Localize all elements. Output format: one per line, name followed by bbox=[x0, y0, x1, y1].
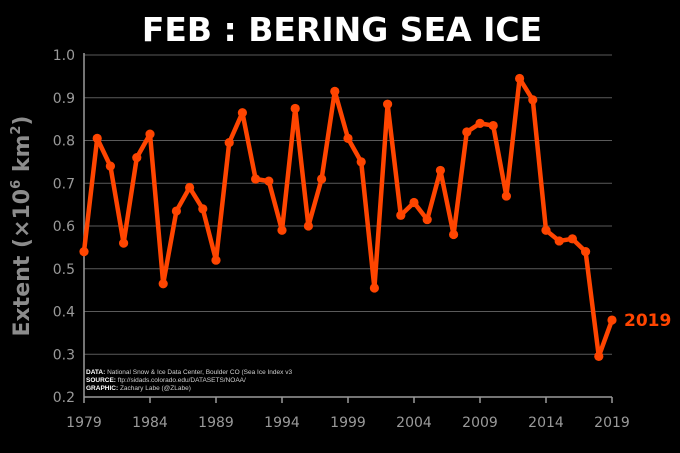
x-tick-label: 1979 bbox=[66, 415, 102, 431]
data-point bbox=[105, 161, 115, 171]
data-point bbox=[211, 255, 221, 265]
data-point bbox=[462, 127, 472, 137]
credit-data-key: DATA: bbox=[86, 369, 105, 376]
data-point bbox=[515, 73, 525, 84]
credit-source-text: ftp://sidads.colorado.edu/DATASETS/NOAA/ bbox=[118, 377, 246, 384]
x-tick-label: 1984 bbox=[132, 415, 168, 431]
y-axis-label-unit: km bbox=[10, 135, 35, 180]
data-point bbox=[290, 103, 300, 114]
annotation-2019: 2019 bbox=[624, 311, 671, 331]
data-point bbox=[369, 283, 379, 293]
data-point bbox=[317, 174, 327, 184]
data-point bbox=[435, 165, 445, 176]
data-point bbox=[607, 315, 617, 325]
y-tick-label: 0.7 bbox=[53, 176, 75, 192]
data-point bbox=[567, 234, 578, 244]
y-tick-label: 0.8 bbox=[53, 134, 75, 150]
data-point bbox=[185, 182, 195, 193]
data-point bbox=[594, 351, 604, 361]
data-point bbox=[277, 225, 287, 235]
data-point bbox=[581, 247, 591, 257]
y-axis-label-exponent: 6 bbox=[9, 180, 24, 189]
x-tick-label: 1999 bbox=[330, 415, 366, 431]
data-point bbox=[171, 206, 181, 216]
data-point bbox=[528, 95, 538, 105]
y-axis-label: Extent (×106 km2) bbox=[9, 116, 35, 337]
chart-title: FEB : BERING SEA ICE bbox=[142, 10, 542, 49]
data-point bbox=[422, 214, 432, 225]
y-tick-label: 0.6 bbox=[53, 219, 75, 235]
data-point bbox=[237, 108, 247, 118]
data-point bbox=[449, 229, 459, 240]
data-point bbox=[554, 236, 564, 246]
x-tick-label: 1989 bbox=[198, 415, 234, 431]
data-point bbox=[158, 279, 168, 289]
credit-source: SOURCE: ftp://sidads.colorado.edu/DATASE… bbox=[86, 377, 246, 384]
data-point bbox=[488, 120, 498, 131]
y-axis-label-close: ) bbox=[10, 116, 35, 126]
data-point bbox=[92, 133, 102, 143]
credit-source-key: SOURCE: bbox=[86, 377, 116, 384]
data-point bbox=[343, 133, 353, 143]
y-tick-label: 0.9 bbox=[53, 91, 75, 107]
data-point bbox=[475, 118, 485, 128]
y-axis-label-main: Extent (×10 bbox=[10, 189, 35, 337]
data-point bbox=[303, 221, 313, 231]
y-tick-label: 1.0 bbox=[53, 48, 75, 64]
y-tick-labels: 0.2 0.3 0.4 0.5 0.6 0.7 0.8 0.9 1.0 bbox=[53, 48, 75, 406]
data-point bbox=[198, 204, 208, 214]
data-point bbox=[383, 99, 393, 109]
credit-graphic: GRAPHIC: Zachary Labe (@ZLabe) bbox=[86, 385, 191, 392]
credit-data: DATA: National Snow & Ice Data Center, B… bbox=[86, 369, 292, 376]
data-point bbox=[541, 225, 551, 235]
data-point bbox=[132, 153, 142, 163]
y-tick-label: 0.4 bbox=[53, 305, 75, 321]
data-point bbox=[119, 238, 129, 248]
data-point bbox=[79, 247, 89, 257]
credit-graphic-key: GRAPHIC: bbox=[86, 385, 118, 392]
x-tick-label: 2019 bbox=[594, 415, 630, 431]
y-tick-label: 0.3 bbox=[53, 347, 75, 363]
data-point bbox=[409, 197, 419, 208]
x-tick-labels: 1979 1984 1989 1994 1999 2004 2009 2014 2019 bbox=[66, 397, 630, 431]
series-line bbox=[81, 76, 615, 359]
data-point bbox=[264, 176, 274, 186]
data-point bbox=[501, 191, 511, 201]
x-tick-label: 2004 bbox=[396, 415, 432, 431]
y-tick-label: 0.2 bbox=[53, 390, 75, 406]
y-axis-label-exponent2: 2 bbox=[9, 126, 24, 135]
x-tick-label: 2014 bbox=[528, 415, 564, 431]
data-point bbox=[330, 86, 340, 96]
credit-data-text: National Snow & Ice Data Center, Boulder… bbox=[107, 369, 292, 376]
data-point bbox=[356, 157, 366, 167]
credits-block: DATA: National Snow & Ice Data Center, B… bbox=[86, 369, 292, 392]
data-point bbox=[224, 138, 234, 148]
data-point bbox=[251, 174, 261, 184]
series-layer bbox=[79, 73, 617, 361]
credit-graphic-text: Zachary Labe (@ZLabe) bbox=[120, 385, 191, 392]
x-tick-label: 2009 bbox=[462, 415, 498, 431]
y-tick-label: 0.5 bbox=[53, 262, 75, 278]
x-tick-label: 1994 bbox=[264, 415, 300, 431]
data-point bbox=[396, 210, 406, 220]
data-point bbox=[145, 129, 155, 139]
